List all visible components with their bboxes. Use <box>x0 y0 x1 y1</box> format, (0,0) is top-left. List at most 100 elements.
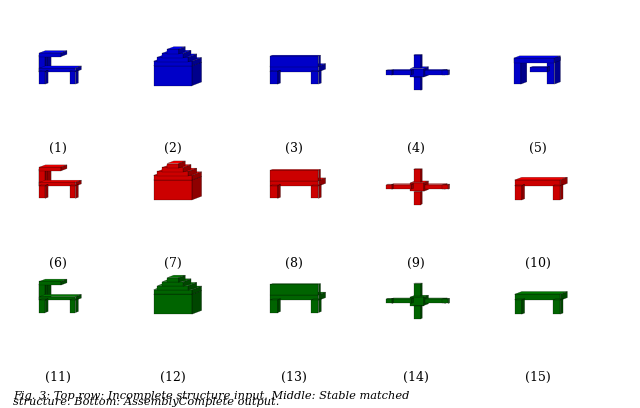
Polygon shape <box>560 291 568 300</box>
Polygon shape <box>157 168 197 171</box>
Polygon shape <box>154 172 202 175</box>
Polygon shape <box>271 292 326 295</box>
Polygon shape <box>319 55 321 67</box>
Polygon shape <box>76 184 78 198</box>
Polygon shape <box>45 169 47 186</box>
Polygon shape <box>413 283 422 284</box>
Polygon shape <box>515 186 522 200</box>
Text: Fig. 3: Top row: Incomplete structure input. Middle: Stable matched: Fig. 3: Top row: Incomplete structure in… <box>13 390 409 401</box>
Polygon shape <box>421 55 422 68</box>
Polygon shape <box>192 286 202 294</box>
Polygon shape <box>271 70 280 71</box>
Polygon shape <box>179 47 186 54</box>
Polygon shape <box>70 184 78 186</box>
Polygon shape <box>40 186 45 198</box>
Polygon shape <box>442 299 448 304</box>
Polygon shape <box>445 69 447 75</box>
Polygon shape <box>421 305 422 319</box>
Polygon shape <box>319 292 326 300</box>
Polygon shape <box>271 178 326 181</box>
Polygon shape <box>154 176 202 180</box>
Polygon shape <box>387 299 392 304</box>
Polygon shape <box>163 164 191 167</box>
Text: (11): (11) <box>45 371 70 384</box>
Polygon shape <box>421 191 422 204</box>
Text: (15): (15) <box>525 371 550 384</box>
Text: (5): (5) <box>529 142 547 155</box>
Polygon shape <box>40 167 61 171</box>
Polygon shape <box>278 184 280 198</box>
Polygon shape <box>387 71 392 75</box>
Polygon shape <box>271 299 280 300</box>
Polygon shape <box>421 169 422 182</box>
Polygon shape <box>40 51 67 53</box>
Polygon shape <box>448 70 450 75</box>
Polygon shape <box>163 282 183 286</box>
Polygon shape <box>442 70 450 71</box>
Polygon shape <box>70 71 76 84</box>
Polygon shape <box>311 70 321 71</box>
Text: (9): (9) <box>407 257 425 270</box>
Polygon shape <box>183 279 191 286</box>
Polygon shape <box>45 167 51 186</box>
Polygon shape <box>45 70 48 84</box>
Polygon shape <box>163 279 191 282</box>
Polygon shape <box>40 53 51 55</box>
Polygon shape <box>179 161 186 168</box>
Polygon shape <box>413 55 421 68</box>
Polygon shape <box>515 177 568 180</box>
Polygon shape <box>271 67 319 72</box>
Polygon shape <box>311 300 319 313</box>
Text: (1): (1) <box>49 142 67 155</box>
Polygon shape <box>70 299 78 300</box>
Polygon shape <box>522 299 525 314</box>
Polygon shape <box>154 66 192 86</box>
Polygon shape <box>387 184 392 189</box>
Polygon shape <box>61 165 67 171</box>
Polygon shape <box>154 290 192 294</box>
Polygon shape <box>40 54 47 55</box>
Polygon shape <box>554 58 561 84</box>
Text: (7): (7) <box>164 257 182 270</box>
Polygon shape <box>553 184 563 186</box>
Polygon shape <box>40 66 81 68</box>
Text: (4): (4) <box>407 142 425 155</box>
Polygon shape <box>157 282 197 286</box>
Text: (6): (6) <box>49 257 67 270</box>
Polygon shape <box>553 299 563 300</box>
Polygon shape <box>40 284 45 300</box>
Polygon shape <box>514 58 554 63</box>
Polygon shape <box>515 180 560 186</box>
Polygon shape <box>157 57 188 62</box>
Polygon shape <box>70 300 76 313</box>
Polygon shape <box>271 284 319 295</box>
Polygon shape <box>553 186 560 200</box>
Polygon shape <box>271 295 319 300</box>
Polygon shape <box>387 298 394 299</box>
Polygon shape <box>40 53 61 57</box>
Polygon shape <box>40 55 45 72</box>
Polygon shape <box>40 71 45 84</box>
Polygon shape <box>154 180 192 200</box>
Polygon shape <box>40 300 45 313</box>
Polygon shape <box>531 67 547 72</box>
Polygon shape <box>387 70 394 71</box>
Polygon shape <box>413 306 421 319</box>
Polygon shape <box>319 70 321 84</box>
Polygon shape <box>192 176 202 200</box>
Polygon shape <box>40 165 67 167</box>
Polygon shape <box>40 297 76 300</box>
Polygon shape <box>76 180 81 186</box>
Polygon shape <box>413 305 422 306</box>
Polygon shape <box>319 64 326 72</box>
Polygon shape <box>391 184 412 189</box>
Polygon shape <box>311 184 321 186</box>
Polygon shape <box>188 54 197 62</box>
Polygon shape <box>515 184 525 186</box>
Polygon shape <box>40 295 81 297</box>
Polygon shape <box>424 181 429 191</box>
Polygon shape <box>445 298 447 304</box>
Polygon shape <box>522 184 525 200</box>
Polygon shape <box>183 164 191 172</box>
Polygon shape <box>179 275 186 282</box>
